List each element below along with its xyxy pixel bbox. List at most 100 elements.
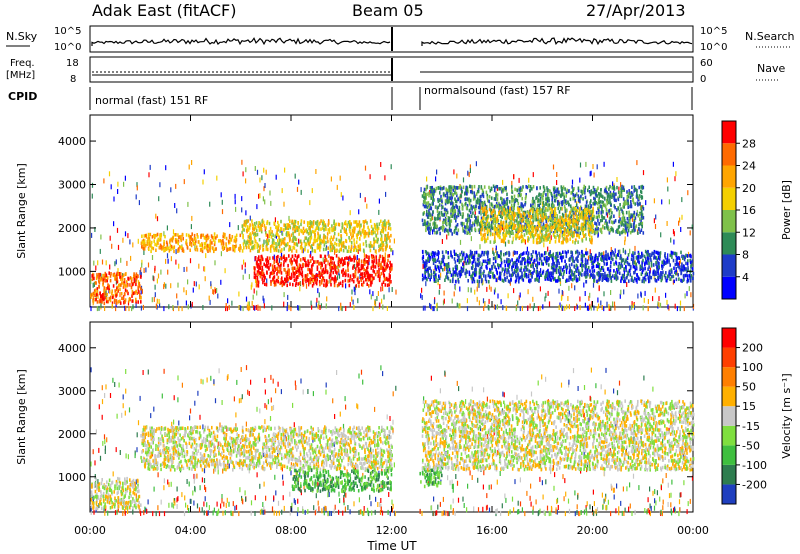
- power-band-cell: [306, 263, 308, 267]
- power-band-cell: [252, 245, 255, 249]
- power-cell: [115, 302, 117, 308]
- power-band-cell: [356, 235, 358, 240]
- power-band-cell: [333, 219, 335, 223]
- power-band-cell: [280, 227, 282, 231]
- power-band-cell: [492, 262, 495, 266]
- power-band-cell: [251, 219, 253, 223]
- power-band-cell: [430, 275, 432, 279]
- power-cell: [170, 187, 172, 193]
- power-band-cell: [370, 266, 373, 270]
- power-band-cell: [383, 274, 385, 278]
- power-band-cell: [616, 268, 618, 272]
- power-band-cell: [337, 262, 340, 267]
- power-band-cell: [275, 248, 278, 252]
- power-band-cell: [309, 237, 312, 241]
- power-band-cell: [347, 220, 350, 225]
- power-band-cell: [337, 222, 340, 227]
- power-band-cell: [673, 266, 675, 270]
- power-cell: [149, 164, 151, 170]
- power-band-cell: [283, 241, 286, 246]
- power-band-cell: [311, 249, 314, 253]
- power-band-cell: [494, 256, 496, 260]
- power-band-cell: [567, 249, 569, 254]
- power-band-cell: [638, 185, 640, 190]
- power-band-cell: [640, 272, 643, 276]
- power-band-cell: [177, 241, 179, 246]
- power-band-cell: [119, 275, 121, 279]
- power-cell: [155, 303, 157, 309]
- power-band-cell: [487, 261, 490, 265]
- power-band-cell: [350, 235, 353, 240]
- power-band-cell: [516, 268, 519, 272]
- power-band-cell: [426, 267, 429, 272]
- power-cell: [649, 267, 651, 273]
- power-band-cell: [587, 188, 589, 193]
- power-cell: [231, 300, 233, 306]
- power-band-cell: [440, 226, 442, 230]
- power-band-cell: [358, 280, 360, 284]
- power-band-cell: [433, 277, 436, 282]
- power-band-cell: [626, 276, 628, 280]
- power-band-cell: [241, 224, 244, 228]
- power-band-cell: [229, 240, 231, 245]
- power-cell: [515, 306, 517, 312]
- power-band-cell: [508, 252, 511, 256]
- power-cell: [359, 192, 361, 198]
- power-band-cell: [141, 234, 143, 238]
- power-band-cell: [246, 225, 249, 229]
- power-band-cell: [600, 188, 602, 192]
- power-cell: [262, 196, 264, 202]
- power-cell: [298, 179, 300, 185]
- power-band-cell: [589, 269, 591, 273]
- power-cell: [587, 255, 590, 261]
- power-band-cell: [690, 264, 692, 269]
- power-band-cell: [253, 269, 256, 273]
- power-cell: [596, 164, 598, 170]
- power-band-cell: [592, 265, 595, 269]
- power-cell: [204, 266, 206, 272]
- power-band-cell: [253, 222, 256, 226]
- power-band-cell: [265, 230, 267, 235]
- power-cell: [678, 220, 680, 226]
- power-band-cell: [653, 256, 655, 260]
- power-band-cell: [150, 243, 152, 248]
- power-band-cell: [247, 219, 250, 223]
- power-cell: [654, 287, 656, 293]
- power-band-cell: [474, 250, 476, 255]
- power-cell: [117, 181, 119, 187]
- power-band-cell: [386, 237, 388, 241]
- power-band-cell: [387, 258, 389, 263]
- power-band-cell: [256, 232, 259, 237]
- power-band-cell: [521, 271, 523, 275]
- power-band-cell: [557, 206, 560, 211]
- power-band-cell: [253, 227, 255, 232]
- power-band-cell: [675, 267, 677, 271]
- power-band-cell: [335, 248, 338, 252]
- power-band-cell: [380, 271, 383, 276]
- power-band-cell: [277, 254, 279, 259]
- power-band-cell: [644, 249, 647, 254]
- power-band-cell: [231, 235, 234, 239]
- power-band-cell: [446, 265, 449, 270]
- power-band-cell: [690, 254, 692, 259]
- power-cell: [488, 284, 491, 290]
- power-cell: [476, 296, 478, 302]
- power-band-cell: [609, 216, 612, 220]
- power-band-cell: [101, 278, 104, 282]
- power-band-cell: [658, 265, 660, 269]
- power-cell: [191, 160, 193, 165]
- power-band-cell: [562, 250, 564, 254]
- power-band-cell: [350, 222, 352, 226]
- power-band-cell: [110, 295, 112, 300]
- power-band-cell: [345, 238, 347, 243]
- power-band-cell: [671, 274, 673, 279]
- power-cell: [519, 292, 521, 298]
- noise-right-label: N.Search: [745, 30, 795, 43]
- power-band-cell: [691, 267, 694, 271]
- power-cell: [109, 235, 111, 241]
- power-cell: [163, 231, 165, 237]
- power-band-cell: [199, 243, 201, 247]
- power-band-cell: [472, 277, 475, 281]
- power-cells: [90, 159, 695, 312]
- power-band-cell: [565, 265, 568, 269]
